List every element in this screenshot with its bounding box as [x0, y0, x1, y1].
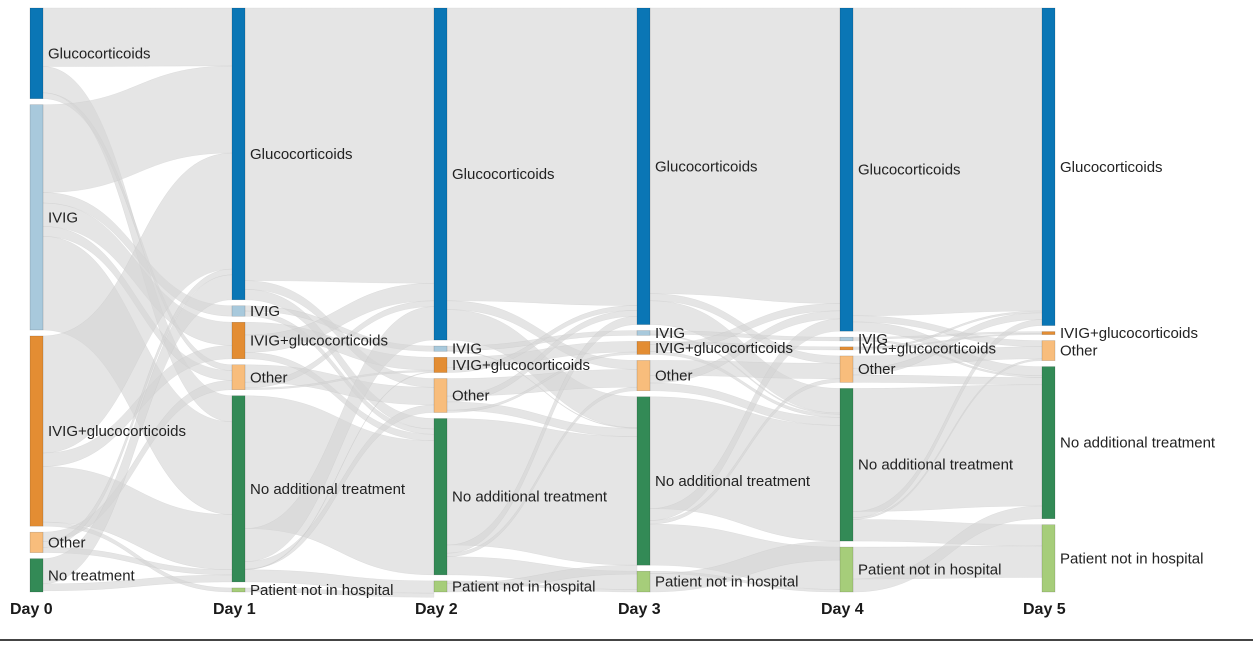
flow-day-4-no-additional-treatment-to-glucocorticoids	[852, 319, 1043, 518]
label-day-5-other: Other	[1060, 343, 1098, 360]
node-day-5-glucocorticoids	[1041, 7, 1056, 326]
label-day-0-other: Other	[48, 534, 86, 551]
day-label-day-1: Day 1	[213, 601, 256, 618]
label-day-4-patient-not-in-hospital: Patient not in hospital	[858, 562, 1001, 579]
node-day-2-ivig-glucocorticoids	[433, 357, 448, 373]
label-day-2-other: Other	[452, 388, 490, 405]
flow-day-3-glucocorticoids-to-glucocorticoids	[649, 7, 841, 304]
label-day-1-other: Other	[250, 369, 288, 386]
label-day-1-glucocorticoids: Glucocorticoids	[250, 146, 353, 163]
label-day-3-ivig-glucocorticoids: IVIG+glucocorticoids	[655, 340, 793, 357]
node-day-0-no-treatment	[29, 558, 44, 593]
node-day-1-ivig-glucocorticoids	[231, 321, 246, 360]
label-day-5-glucocorticoids: Glucocorticoids	[1060, 159, 1163, 176]
label-day-0-ivig: IVIG	[48, 209, 78, 226]
node-day-1-other	[231, 364, 246, 390]
label-day-1-ivig: IVIG	[250, 303, 280, 320]
label-day-4-ivig: IVIG	[858, 331, 888, 348]
day-label-day-2: Day 2	[415, 601, 458, 618]
label-day-2-ivig: IVIG	[452, 341, 482, 358]
flow-day-3-no-additional-treatment-to-other	[649, 378, 841, 525]
label-day-3-other: Other	[655, 368, 693, 385]
bottom-rule	[0, 639, 1253, 641]
node-day-1-glucocorticoids	[231, 7, 246, 301]
label-day-3-patient-not-in-hospital: Patient not in hospital	[655, 574, 798, 591]
node-day-2-ivig	[433, 345, 448, 352]
node-day-0-other	[29, 531, 44, 553]
node-day-5-patient-not-in-hospital	[1041, 524, 1056, 593]
node-day-3-patient-not-in-hospital	[636, 570, 651, 593]
label-day-3-ivig: IVIG	[655, 325, 685, 342]
node-day-3-ivig	[636, 330, 651, 336]
flow-day-2-glucocorticoids-to-glucocorticoids	[446, 7, 638, 306]
node-day-4-glucocorticoids	[839, 7, 854, 332]
node-day-5-no-additional-treatment	[1041, 366, 1056, 519]
label-day-5-no-additional-treatment: No additional treatment	[1060, 435, 1216, 452]
node-day-2-glucocorticoids	[433, 7, 448, 341]
label-day-0-glucocorticoids: Glucocorticoids	[48, 45, 151, 62]
label-day-3-no-additional-treatment: No additional treatment	[655, 473, 811, 490]
label-day-4-other: Other	[858, 361, 896, 378]
node-day-4-other	[839, 355, 854, 383]
flow-day-1-patient-not-in-hospital-to-patient-not-in-hospital	[244, 587, 435, 598]
label-day-2-no-additional-treatment: No additional treatment	[452, 489, 608, 506]
node-day-0-ivig-glucocorticoids	[29, 335, 44, 527]
node-day-0-glucocorticoids	[29, 7, 44, 99]
label-day-0-no-treatment: No treatment	[48, 567, 136, 584]
flow-day-1-no-additional-treatment-to-glucocorticoids	[244, 306, 435, 562]
node-day-2-patient-not-in-hospital	[433, 580, 448, 593]
day-label-day-3: Day 3	[618, 601, 661, 618]
node-day-4-ivig-glucocorticoids	[839, 346, 854, 351]
day-axis: Day 0 Day 1 Day 2 Day 3 Day 4 Day 5	[10, 601, 1066, 618]
node-day-3-ivig-glucocorticoids	[636, 341, 651, 355]
label-day-5-ivig-glucocorticoids: IVIG+glucocorticoids	[1060, 325, 1198, 342]
label-day-1-ivig-glucocorticoids: IVIG+glucocorticoids	[250, 333, 388, 350]
node-day-2-other	[433, 378, 448, 413]
labels-layer: GlucocorticoidsIVIGIVIG+glucocorticoidsO…	[48, 45, 1216, 599]
flow-day-3-no-additional-treatment-to-glucocorticoids	[649, 318, 841, 521]
label-day-1-patient-not-in-hospital: Patient not in hospital	[250, 582, 393, 599]
node-day-1-no-additional-treatment	[231, 395, 246, 583]
label-day-4-ivig-glucocorticoids: IVIG+glucocorticoids	[858, 340, 996, 357]
node-day-4-no-additional-treatment	[839, 388, 854, 542]
label-day-1-no-additional-treatment: No additional treatment	[250, 481, 406, 498]
flow-day-4-no-additional-treatment-to-patient-not-in-hospital	[852, 519, 1043, 547]
label-day-3-glucocorticoids: Glucocorticoids	[655, 158, 758, 175]
node-day-1-patient-not-in-hospital	[231, 587, 246, 593]
flow-day-4-no-additional-treatment-to-no-additional-treatment	[852, 384, 1043, 512]
node-day-3-glucocorticoids	[636, 7, 651, 325]
label-day-5-patient-not-in-hospital: Patient not in hospital	[1060, 550, 1203, 567]
nodes-layer	[29, 7, 1056, 593]
label-day-2-ivig-glucocorticoids: IVIG+glucocorticoids	[452, 357, 590, 374]
node-day-4-ivig	[839, 336, 854, 342]
label-day-4-glucocorticoids: Glucocorticoids	[858, 162, 961, 179]
flow-day-1-no-additional-treatment-to-other	[244, 404, 435, 570]
node-day-0-ivig	[29, 104, 44, 331]
label-day-4-no-additional-treatment: No additional treatment	[858, 457, 1014, 474]
label-day-2-patient-not-in-hospital: Patient not in hospital	[452, 578, 595, 595]
flows-layer	[42, 7, 1043, 598]
day-label-day-5: Day 5	[1023, 601, 1066, 618]
flow-day-0-no-treatment-to-glucocorticoids	[42, 274, 233, 585]
node-day-4-patient-not-in-hospital	[839, 546, 854, 593]
node-day-1-ivig	[231, 305, 246, 317]
node-day-3-no-additional-treatment	[636, 396, 651, 566]
day-label-day-0: Day 0	[10, 601, 53, 618]
node-day-3-other	[636, 360, 651, 392]
label-day-2-glucocorticoids: Glucocorticoids	[452, 166, 555, 183]
node-day-5-other	[1041, 340, 1056, 361]
label-day-0-ivig-glucocorticoids: IVIG+glucocorticoids	[48, 423, 186, 440]
day-label-day-4: Day 4	[821, 601, 864, 618]
node-day-5-ivig-glucocorticoids	[1041, 331, 1056, 335]
node-day-2-no-additional-treatment	[433, 418, 448, 576]
